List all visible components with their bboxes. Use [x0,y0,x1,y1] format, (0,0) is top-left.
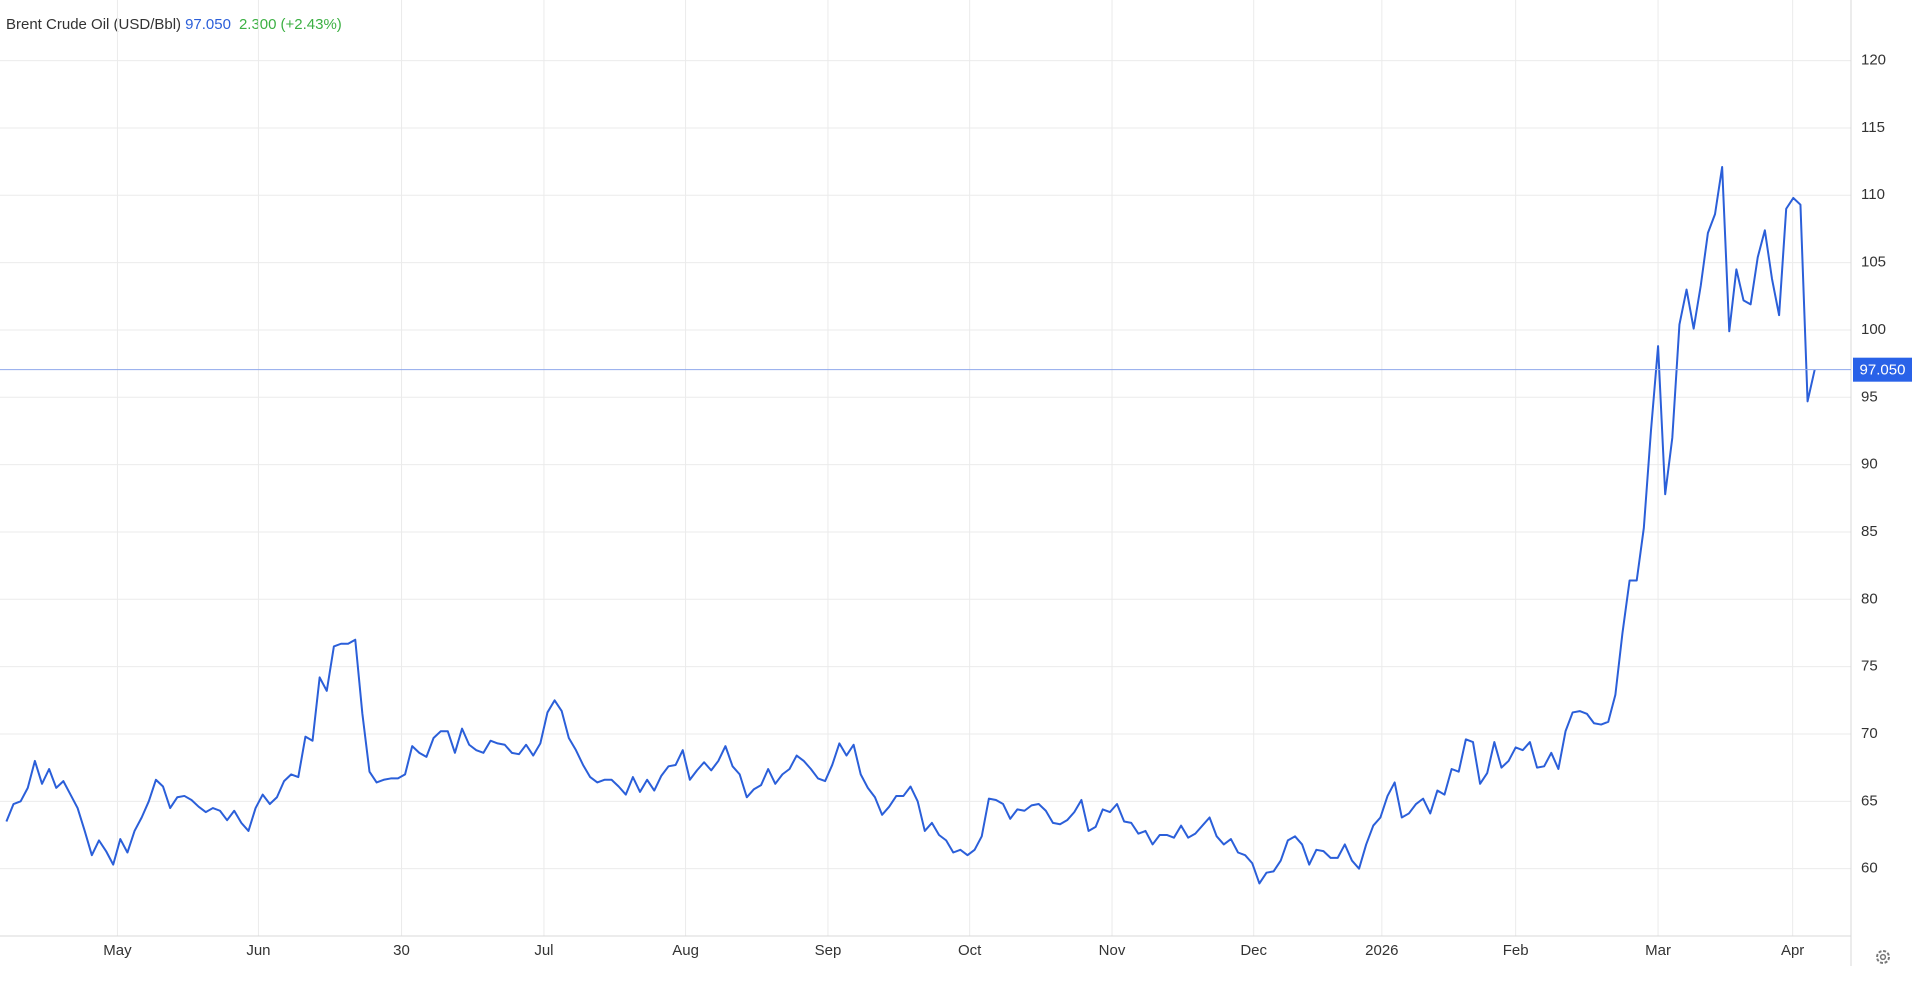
x-tick-label: 2026 [1365,942,1398,959]
price-line [5,166,1816,885]
x-tick-label: Dec [1240,942,1267,959]
x-tick-label: Nov [1099,942,1126,959]
x-tick-label: Oct [958,942,982,959]
x-tick-label: Jun [246,942,270,959]
last-price-label: 97.050 [1860,362,1906,379]
x-tick-label: 30 [393,942,410,959]
y-tick-label: 110 [1861,186,1885,203]
change: 2.300 [239,16,277,33]
x-tick-label: May [103,942,132,959]
chart-title: Brent Crude Oil (USD/Bbl) [6,16,181,33]
y-tick-label: 80 [1861,590,1878,607]
gear-outline [1876,950,1890,964]
change-percent: (+2.43%) [281,16,342,33]
y-tick-label: 65 [1861,792,1878,809]
chart-header: Brent Crude Oil (USD/Bbl) 97.050 2.300 (+2.… [6,16,342,33]
last-price-box [1853,357,1912,382]
y-tick-label: 70 [1861,725,1878,742]
x-tick-label: Apr [1781,942,1804,959]
gear-center [1879,953,1887,961]
x-tick-label: Jul [534,942,553,959]
y-tick-label: 105 [1861,254,1886,271]
x-tick-label: Feb [1503,942,1529,959]
y-tick-label: 85 [1861,523,1878,540]
x-tick-label: Mar [1645,942,1671,959]
y-tick-label: 75 [1861,658,1878,675]
x-tick-label: Sep [815,942,842,959]
y-tick-label: 95 [1861,388,1878,405]
y-tick-label: 60 [1861,860,1878,877]
y-tick-label: 90 [1861,456,1878,473]
y-tick-label: 120 [1861,52,1886,69]
y-tick-label: 115 [1861,119,1885,136]
x-tick-label: Aug [672,942,699,959]
price: 97.050 [185,16,231,33]
settings-icon[interactable] [1876,950,1890,964]
y-tick-label: 100 [1861,321,1886,338]
